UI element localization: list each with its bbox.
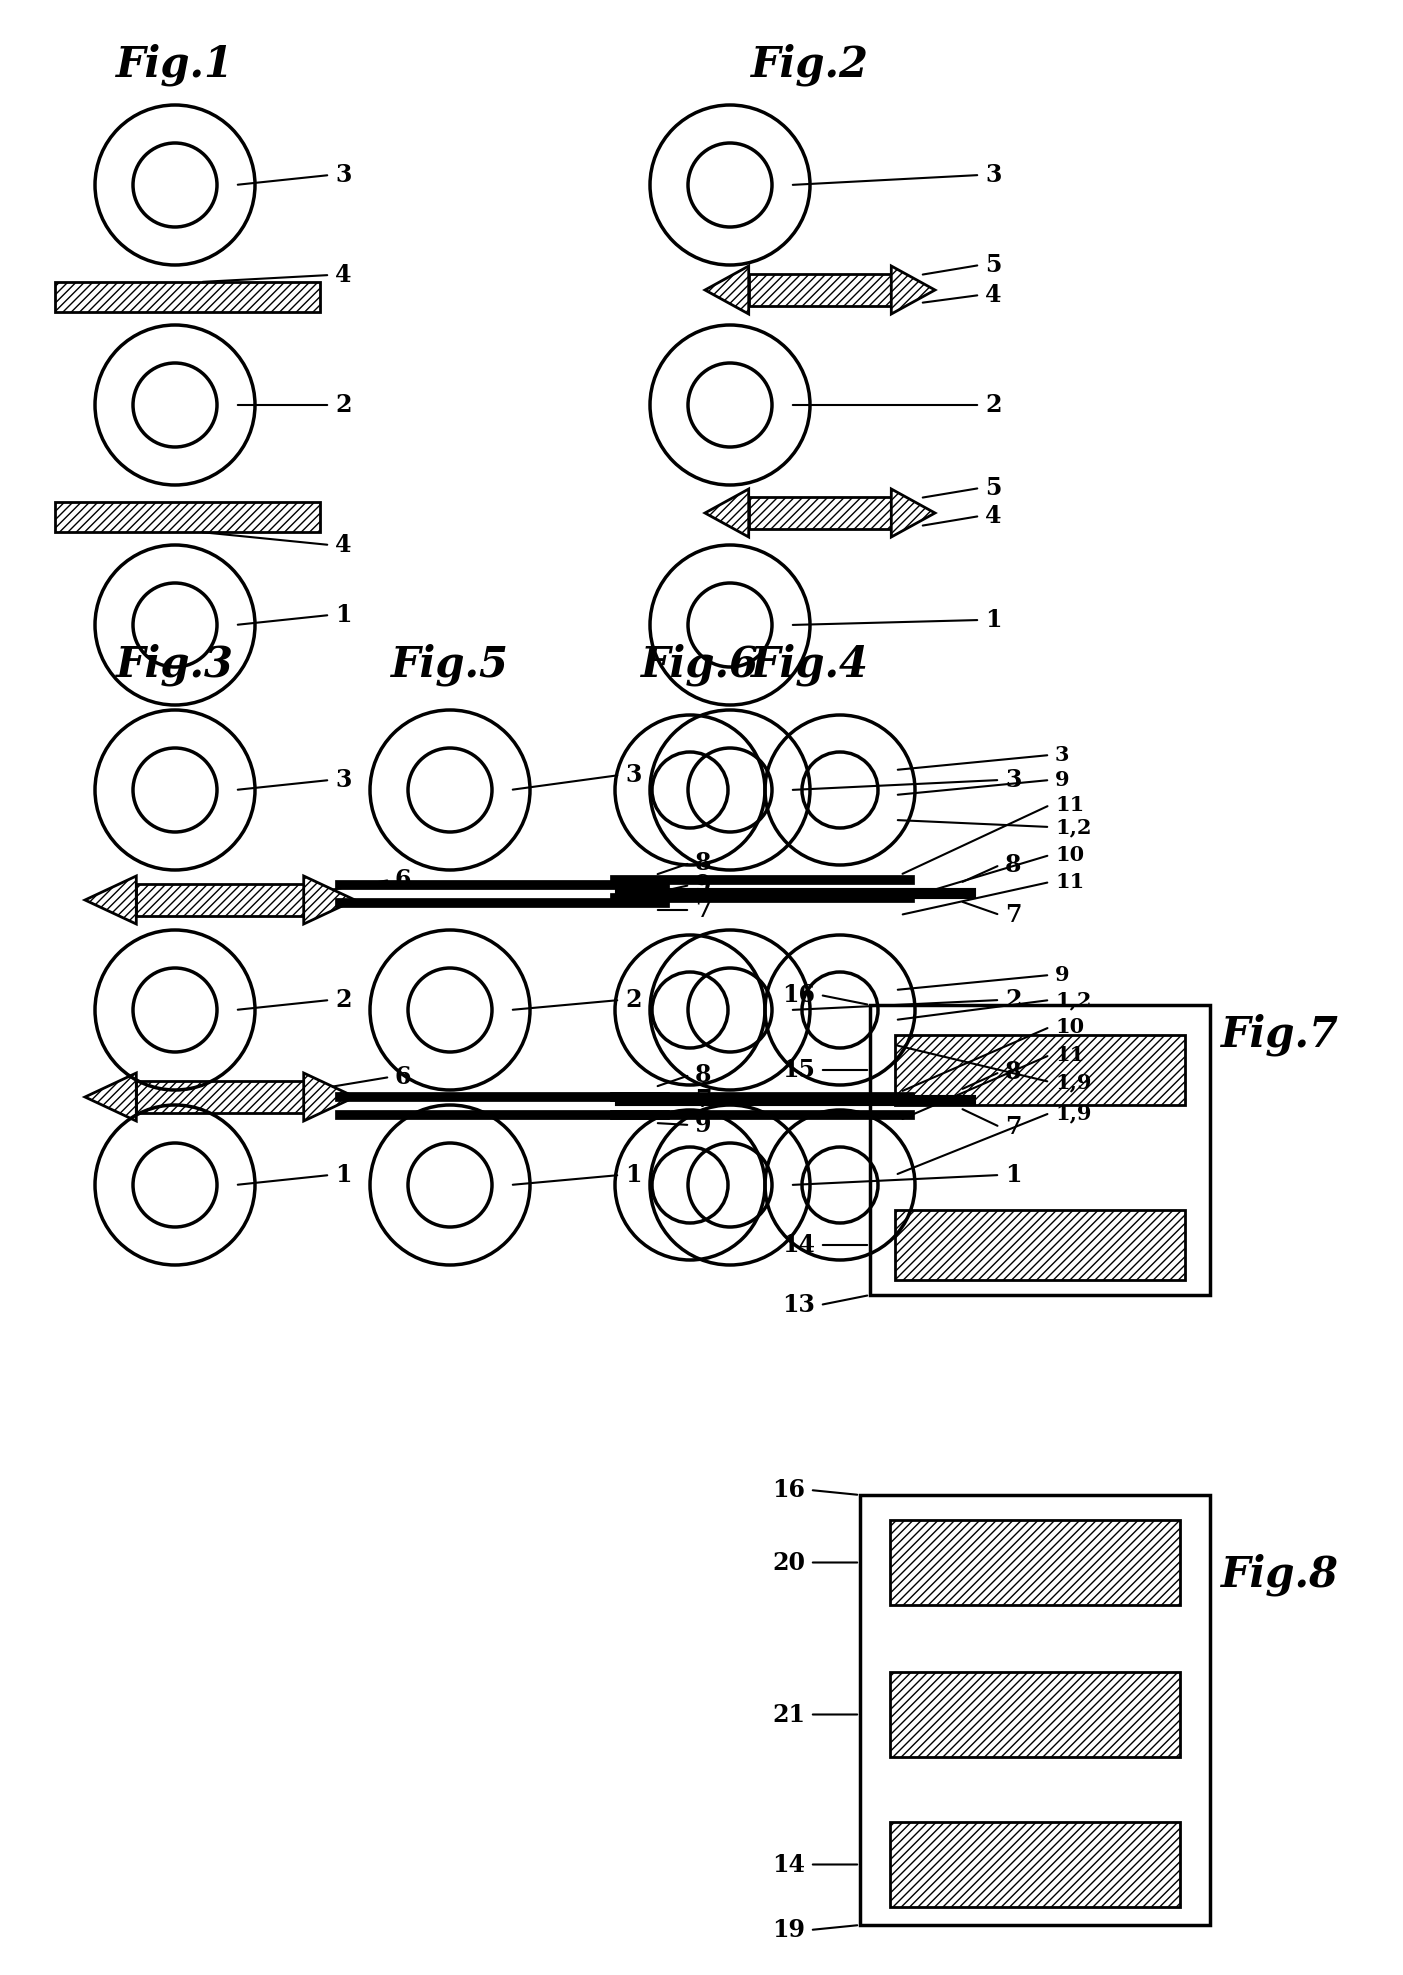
- Text: 6: 6: [396, 867, 411, 893]
- Text: 4: 4: [335, 533, 352, 557]
- Text: 7: 7: [694, 899, 711, 922]
- Bar: [860, 1495, 1209, 1926]
- Text: 7: 7: [1005, 1116, 1021, 1140]
- Bar: [890, 1673, 1180, 1758]
- Text: 3: 3: [985, 164, 1002, 188]
- Bar: [55, 502, 320, 531]
- Text: 1,2: 1,2: [1055, 989, 1092, 1009]
- Text: 11: 11: [1055, 796, 1085, 816]
- Text: Fig.1: Fig.1: [116, 43, 234, 87]
- Text: 3: 3: [1055, 745, 1069, 764]
- Text: 2: 2: [985, 393, 1002, 417]
- Text: 9: 9: [1055, 770, 1069, 790]
- Text: 21: 21: [772, 1702, 805, 1726]
- Polygon shape: [891, 490, 934, 537]
- Text: Fig.3: Fig.3: [116, 644, 234, 685]
- Text: 7: 7: [1005, 903, 1021, 926]
- Text: 8: 8: [1005, 853, 1021, 877]
- Bar: [870, 1005, 1209, 1296]
- Bar: [749, 275, 891, 306]
- Text: 3: 3: [1005, 768, 1021, 792]
- Text: Fig.8: Fig.8: [1221, 1554, 1338, 1596]
- Text: 11: 11: [1055, 873, 1085, 893]
- Text: 16: 16: [781, 984, 815, 1007]
- Text: Fig.6: Fig.6: [641, 644, 759, 685]
- Bar: [890, 1823, 1180, 1908]
- Text: Fig.2: Fig.2: [751, 43, 868, 87]
- Text: 4: 4: [335, 263, 352, 286]
- Text: 1,9: 1,9: [1055, 1072, 1092, 1092]
- Text: 1,2: 1,2: [1055, 818, 1092, 837]
- Text: 20: 20: [772, 1550, 805, 1574]
- Polygon shape: [891, 267, 934, 314]
- Text: 14: 14: [772, 1853, 805, 1876]
- Polygon shape: [303, 877, 355, 924]
- Bar: [55, 282, 320, 312]
- Text: 5: 5: [985, 476, 1002, 500]
- Text: 19: 19: [772, 1918, 805, 1941]
- Text: 1: 1: [335, 602, 352, 626]
- Text: 6: 6: [396, 1065, 411, 1088]
- Text: 10: 10: [1055, 845, 1085, 865]
- Bar: [136, 885, 303, 916]
- Text: 1,9: 1,9: [1055, 1102, 1092, 1124]
- Text: 5: 5: [985, 253, 1002, 277]
- Text: Fig.4: Fig.4: [751, 644, 868, 685]
- Text: 7: 7: [694, 1088, 711, 1112]
- Text: 4: 4: [985, 282, 1002, 306]
- Text: 1: 1: [985, 608, 1002, 632]
- Bar: [136, 1080, 303, 1114]
- Polygon shape: [704, 267, 749, 314]
- Bar: [895, 1035, 1186, 1104]
- Text: Fig.7: Fig.7: [1221, 1013, 1338, 1057]
- Text: 3: 3: [335, 164, 351, 188]
- Text: 16: 16: [772, 1477, 805, 1503]
- Text: 8: 8: [1005, 1061, 1021, 1084]
- Text: Fig.5: Fig.5: [391, 644, 509, 685]
- Text: 14: 14: [781, 1232, 815, 1256]
- Text: 13: 13: [781, 1294, 815, 1317]
- Text: 3: 3: [624, 762, 641, 786]
- Text: 10: 10: [1055, 1017, 1085, 1037]
- Text: 2: 2: [335, 988, 352, 1011]
- Text: 1: 1: [1005, 1163, 1021, 1187]
- Bar: [749, 498, 891, 529]
- Text: 4: 4: [985, 504, 1002, 527]
- Text: 1: 1: [624, 1163, 641, 1187]
- Text: 2: 2: [335, 393, 352, 417]
- Text: 8: 8: [694, 1063, 711, 1086]
- Text: 2: 2: [624, 988, 641, 1011]
- Text: 3: 3: [335, 768, 351, 792]
- Polygon shape: [86, 1072, 136, 1122]
- Text: 9: 9: [1055, 966, 1069, 986]
- Bar: [890, 1521, 1180, 1606]
- Text: 8: 8: [694, 851, 711, 875]
- Text: 11: 11: [1055, 1045, 1085, 1065]
- Text: 2: 2: [1005, 988, 1021, 1011]
- Polygon shape: [86, 877, 136, 924]
- Bar: [895, 1211, 1186, 1280]
- Polygon shape: [704, 490, 749, 537]
- Text: 15: 15: [781, 1059, 815, 1082]
- Text: 9: 9: [694, 1114, 711, 1138]
- Polygon shape: [303, 1072, 355, 1122]
- Text: 1: 1: [335, 1163, 352, 1187]
- Text: 9: 9: [694, 873, 711, 897]
